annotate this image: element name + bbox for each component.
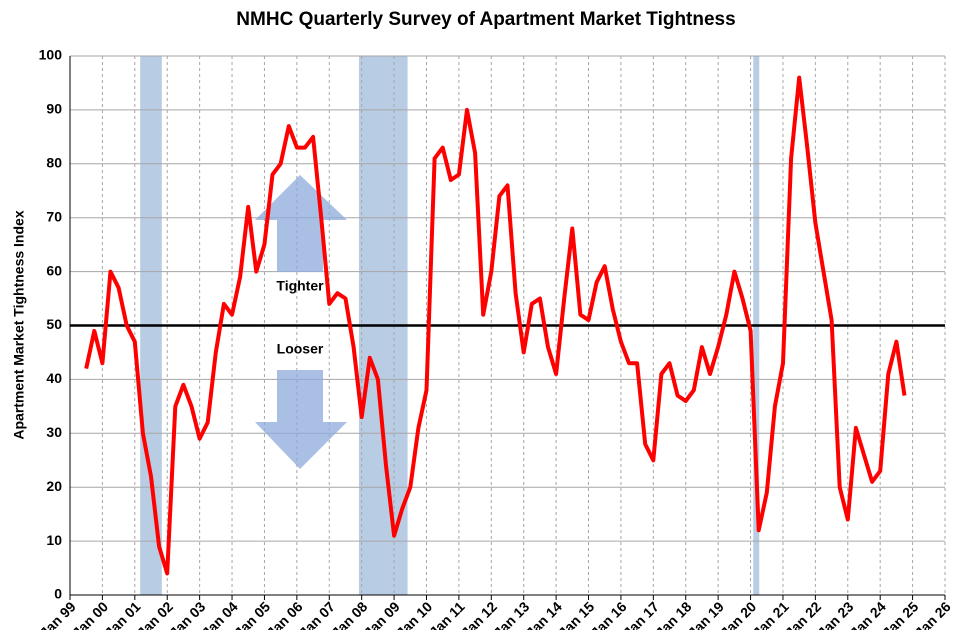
y-tick-label: 20 <box>46 478 62 494</box>
y-tick-label: 50 <box>46 316 62 332</box>
data-line <box>84 75 907 576</box>
up-arrow <box>255 175 347 272</box>
y-axis-label: Apartment Market Tightness Index <box>11 210 27 439</box>
annotation: Tighter <box>276 278 324 294</box>
plot-layer <box>70 75 945 576</box>
annotation: Looser <box>277 341 324 357</box>
y-tick-label: 80 <box>46 155 62 171</box>
y-tick-label: 60 <box>46 262 62 278</box>
down-arrow <box>255 370 347 469</box>
y-tick-label: 30 <box>46 424 62 440</box>
y-tick-label: 40 <box>46 370 62 386</box>
y-tick-label: 0 <box>54 586 62 602</box>
y-tick-label: 100 <box>39 47 63 63</box>
y-tick-label: 70 <box>46 208 62 224</box>
chart-title: NMHC Quarterly Survey of Apartment Marke… <box>236 9 735 30</box>
y-tick-label: 90 <box>46 101 62 117</box>
y-tick-label: 10 <box>46 532 62 548</box>
